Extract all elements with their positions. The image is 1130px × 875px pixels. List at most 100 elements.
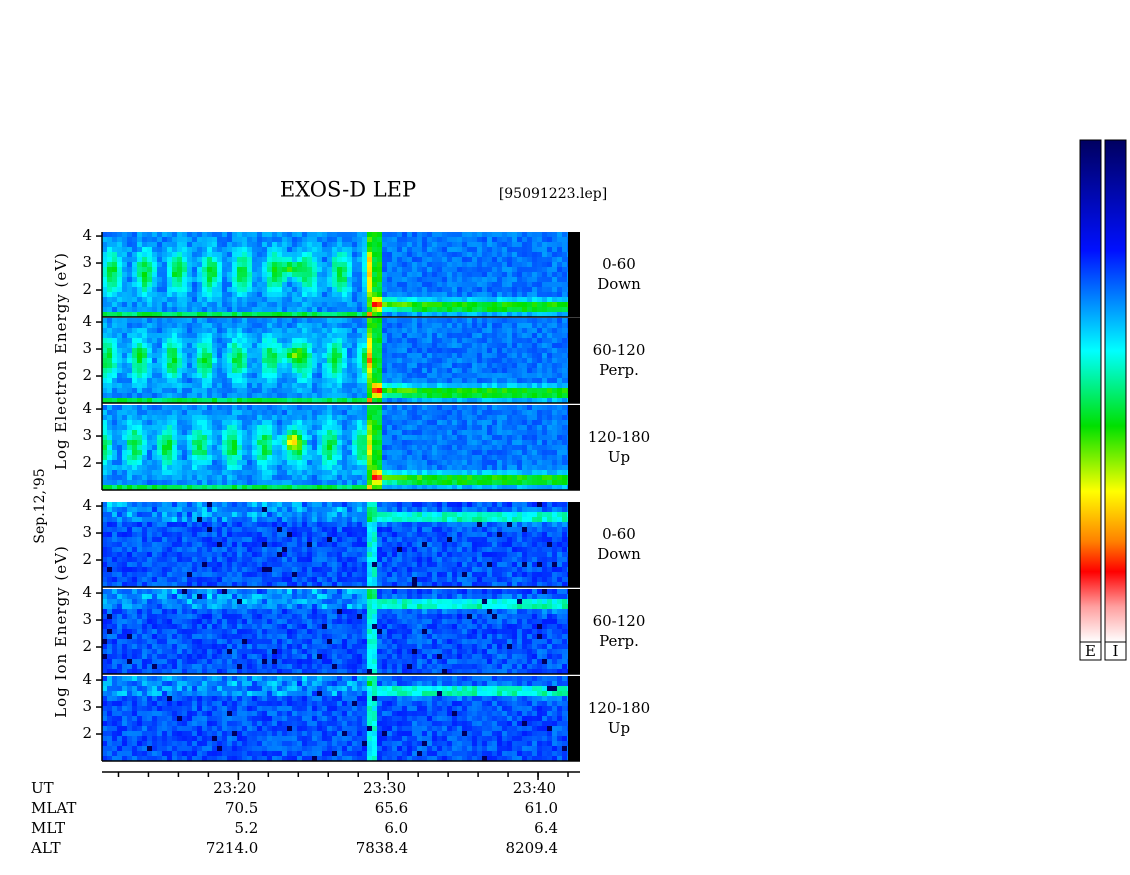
spectrogram-cell [127,353,133,359]
spectrogram-cell [337,430,343,436]
spectrogram-cell [297,272,303,278]
spectrogram-cell [192,363,198,369]
spectrogram-cell [557,470,563,476]
spectrogram-cell [272,272,278,278]
spectrogram-cell [332,328,338,334]
spectrogram-cell [447,252,453,258]
spectrogram-cell [547,460,553,466]
spectrogram-cell [422,318,428,324]
spectrogram-cell [522,480,528,486]
spectrogram-cell [297,333,303,339]
spectrogram-cell [347,445,353,451]
spectrogram-cell [117,353,123,359]
spectrogram-cell [182,242,188,248]
spectrogram-cell [522,388,528,394]
spectrogram-cell [112,425,118,431]
spectrogram-cell [147,338,153,344]
spectrogram-cell [167,430,173,436]
spectrogram-cell [547,232,553,238]
spectrogram-cell [352,398,358,404]
spectrogram-cell [297,383,303,389]
spectrogram-cell [377,267,383,273]
spectrogram-cell [507,302,513,308]
spectrogram-cell [227,450,233,456]
spectrogram-cell [387,292,393,298]
spectrogram-cell [122,272,128,278]
spectrogram-cell [557,323,563,329]
spectrogram-cell [402,292,408,298]
spectrogram-cell [407,368,413,374]
spectrogram-cell [282,393,288,399]
spectrogram-cell [467,398,473,404]
spectrogram-cell [352,287,358,293]
spectrogram-cell [287,267,293,273]
spectrogram-cell [142,373,148,379]
spectrogram-cell [147,267,153,273]
spectrogram-cell [412,420,418,426]
spectrogram-cell [202,430,208,436]
spectrogram-cell [132,242,138,248]
spectrogram-cell [227,368,233,374]
spectrogram-cell [562,307,568,313]
spectrogram-cell [542,373,548,379]
spectrogram-cell [432,398,438,404]
spectrogram-cell [277,470,283,476]
spectrogram-cell [127,343,133,349]
spectrogram-cell [462,368,468,374]
spectrogram-cell [377,435,383,441]
spectrogram-cell [547,430,553,436]
spectrogram-cell [442,460,448,466]
spectrogram-cell [447,297,453,303]
spectrogram-cell [492,430,498,436]
spectrogram-cell [212,398,218,404]
spectrogram-cell [127,480,133,486]
spectrogram-cell [177,430,183,436]
spectrogram-cell [117,517,123,523]
spectrogram-cell [257,480,263,486]
spectrogram-cell [227,465,233,471]
spectrogram-cell [242,348,248,354]
spectrogram-cell [157,363,163,369]
spectrogram-cell [417,257,423,263]
spectrogram-cell [512,460,518,466]
spectrogram-cell [472,465,478,471]
spectrogram-cell [252,343,258,349]
spectrogram-cell [462,252,468,258]
spectrogram-cell [477,307,483,313]
spectrogram-cell [142,522,148,528]
spectrogram-cell [132,353,138,359]
spectrogram-cell [212,373,218,379]
spectrogram-cell [132,445,138,451]
spectrogram-cell [247,430,253,436]
spectrogram-cell [447,232,453,238]
spectrogram-cell [127,348,133,354]
spectrogram-cell [562,410,568,416]
spectrogram-cell [322,480,328,486]
spectrogram-cell [182,425,188,431]
spectrogram-cell [147,455,153,461]
spectrogram-cell [367,378,373,384]
spectrogram-cell [237,485,243,491]
spectrogram-cell [397,328,403,334]
spectrogram-cell [497,272,503,278]
spectrogram-cell [132,297,138,303]
spectrogram-cell [397,277,403,283]
spectrogram-cell [202,383,208,389]
spectrogram-cell [167,470,173,476]
spectrogram-cell [347,440,353,446]
spectrogram-cell [117,522,123,528]
spectrogram-cell [277,297,283,303]
spectrogram-cell [367,338,373,344]
spectrogram-cell [402,485,408,491]
spectrogram-cell [157,393,163,399]
spectrogram-cell [332,312,338,318]
spectrogram-cell [337,460,343,466]
spectrogram-cell [232,450,238,456]
spectrogram-cell [132,542,138,548]
spectrogram-cell [212,410,218,416]
spectrogram-cell [502,302,508,308]
spectrogram-cell [517,420,523,426]
spectrogram-texture [102,232,573,762]
spectrogram-cell [522,405,528,411]
spectrogram-cell [162,460,168,466]
